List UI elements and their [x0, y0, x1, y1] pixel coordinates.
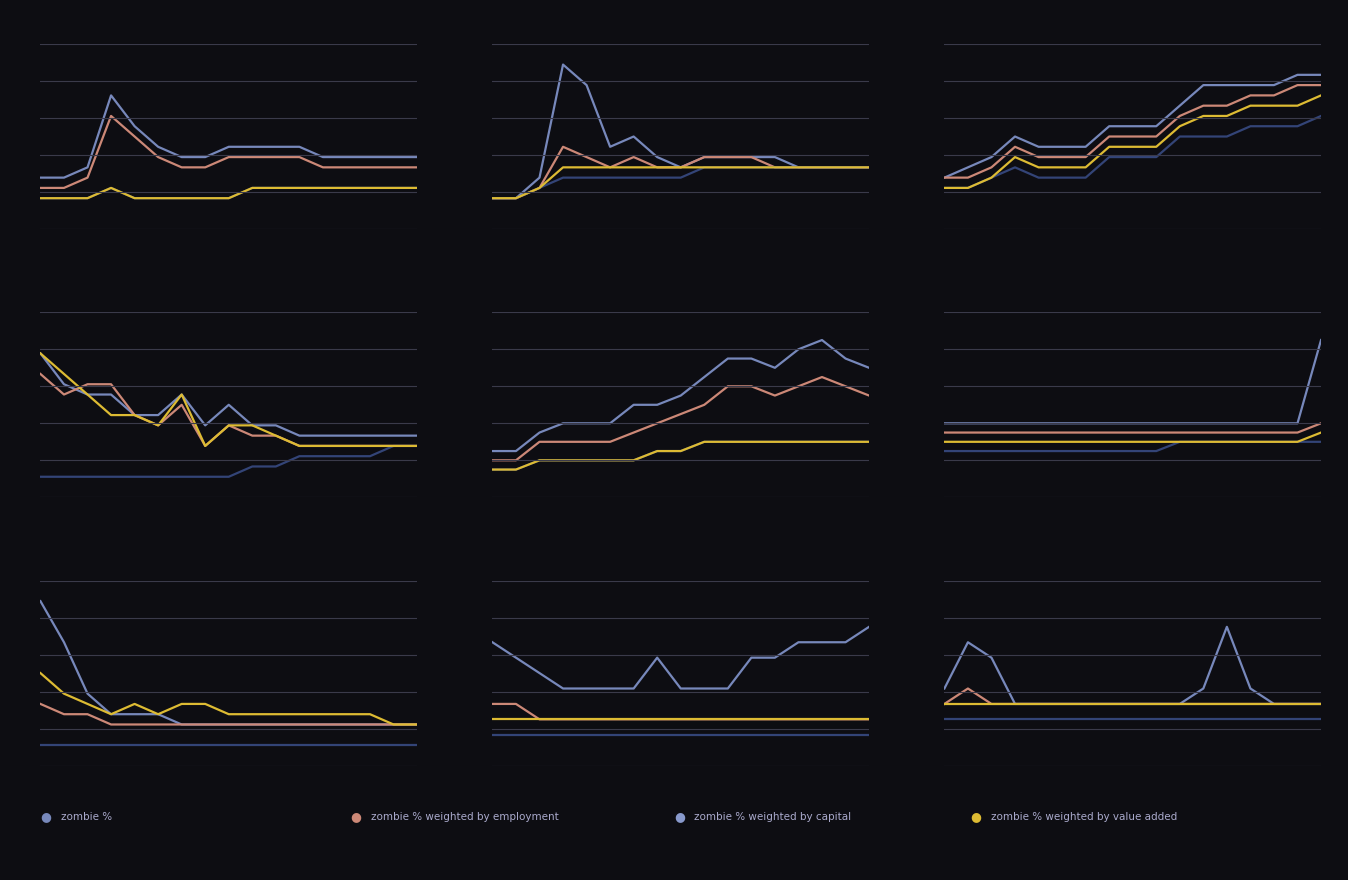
Text: ●: ●	[971, 810, 981, 823]
Text: ●: ●	[40, 810, 51, 823]
Text: zombie % weighted by employment: zombie % weighted by employment	[371, 811, 558, 822]
Text: ●: ●	[674, 810, 685, 823]
Text: ●: ●	[350, 810, 361, 823]
Text: zombie % weighted by capital: zombie % weighted by capital	[694, 811, 852, 822]
Text: zombie % weighted by value added: zombie % weighted by value added	[991, 811, 1177, 822]
Text: zombie %: zombie %	[61, 811, 112, 822]
